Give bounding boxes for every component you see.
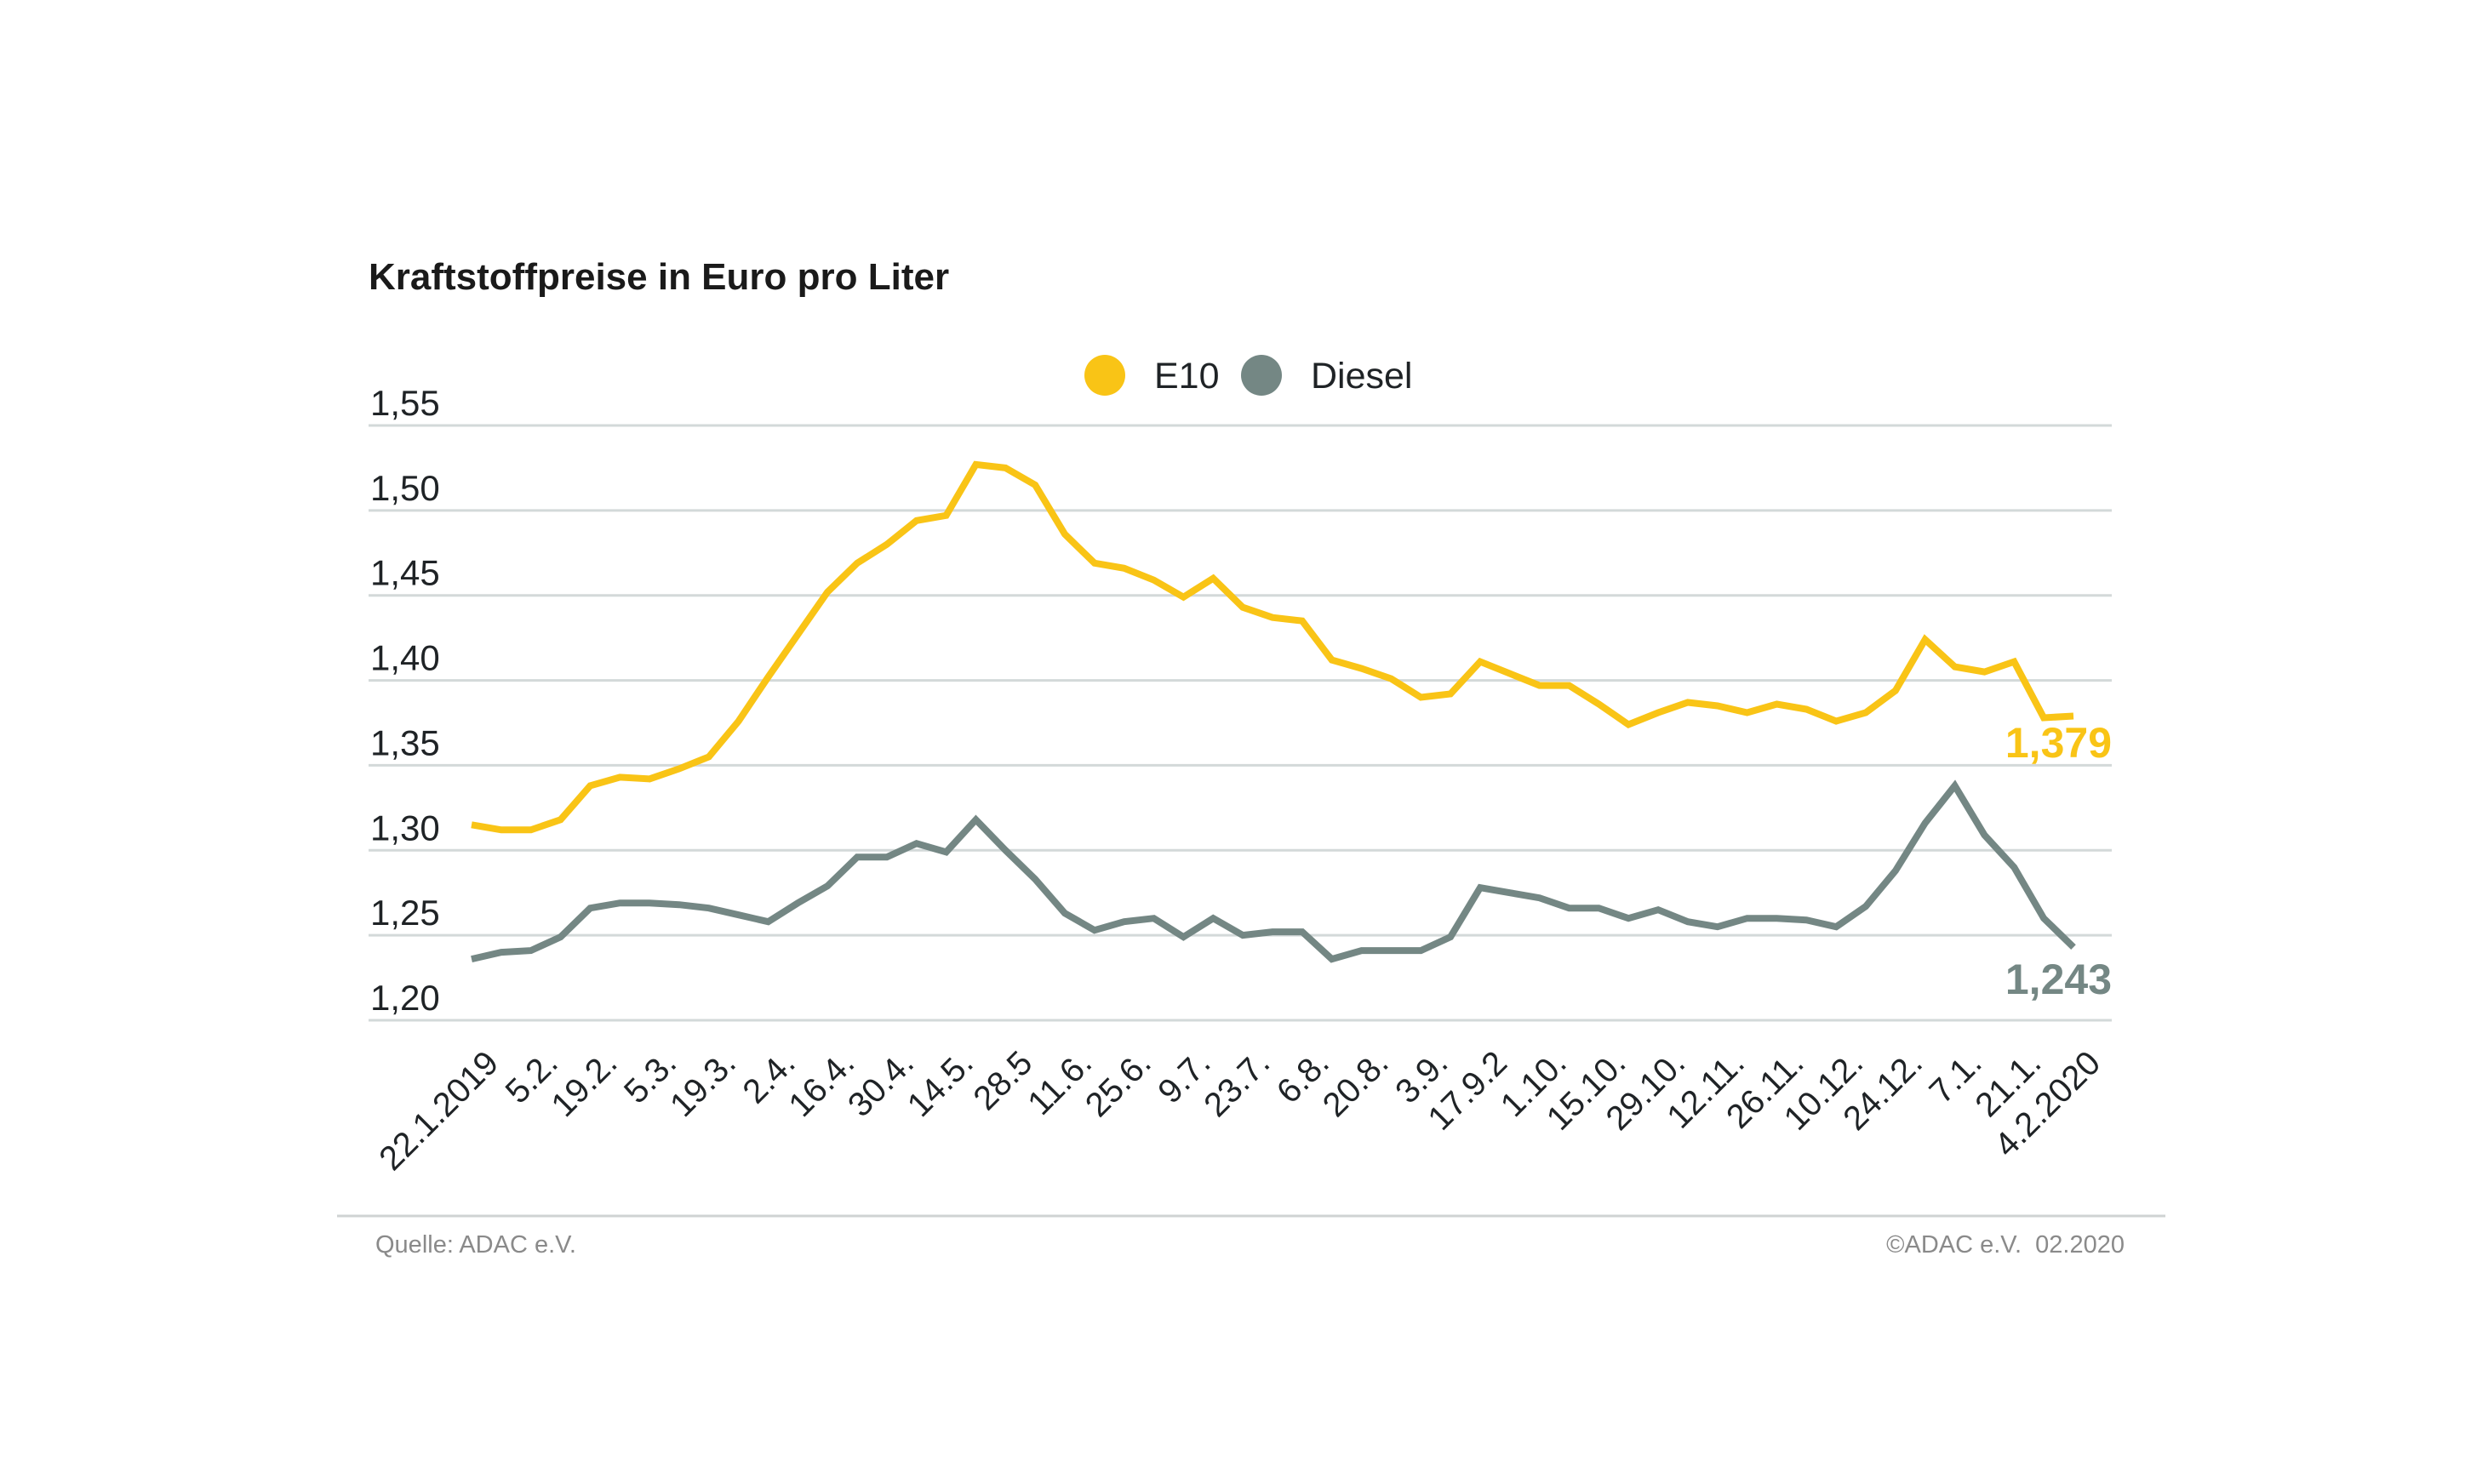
y-tick-label: 1,20 — [370, 978, 440, 1018]
legend: E10 Diesel — [1084, 355, 1413, 397]
x-tick-label: 30.4. — [841, 1044, 921, 1124]
x-tick-label: 28.5 — [966, 1044, 1039, 1117]
x-tick-label: 23.7. — [1197, 1044, 1277, 1124]
y-tick-label: 1,40 — [370, 638, 440, 678]
x-tick-label: 19.3. — [663, 1044, 743, 1124]
source-note: Quelle: ADAC e.V. — [375, 1231, 576, 1259]
copyright-note: ©ADAC e.V. 02.2020 — [1886, 1231, 2125, 1259]
y-axis-ticks: 1,20 1,25 1,30 1,35 1,40 1,45 1,50 1,55 — [370, 383, 440, 1018]
y-tick-label: 1,30 — [370, 808, 440, 848]
end-label-e10: 1,379 — [2005, 719, 2112, 767]
series-line-diesel — [471, 779, 2076, 963]
y-tick-label: 1,25 — [370, 893, 440, 933]
x-tick-label: 22.1.2019 — [372, 1044, 506, 1178]
series-line-e10 — [471, 460, 2074, 834]
x-tick-label: 14.5. — [901, 1044, 981, 1124]
legend-swatch-diesel — [1241, 355, 1282, 396]
x-tick-label: 19.2. — [545, 1044, 625, 1124]
legend-label-e10: E10 — [1154, 356, 1220, 397]
series-lines — [471, 460, 2076, 963]
y-tick-label: 1,35 — [370, 722, 440, 762]
x-tick-label: 11.6. — [1021, 1044, 1099, 1122]
y-tick-label: 1,55 — [370, 383, 440, 423]
x-tick-label: 20.8. — [1316, 1044, 1396, 1124]
legend-label-diesel: Diesel — [1311, 356, 1413, 397]
end-label-diesel: 1,243 — [2005, 956, 2112, 1003]
legend-swatch-e10 — [1084, 355, 1125, 396]
y-tick-label: 1,45 — [370, 553, 440, 593]
x-tick-label: 25.6. — [1078, 1044, 1158, 1124]
x-axis-ticks: 22.1.20195.2.19.2.5.3.19.3.2.4.16.4.30.4… — [372, 1044, 2108, 1178]
chart-title: Kraftstoffpreise in Euro pro Liter — [369, 256, 949, 298]
y-tick-label: 1,50 — [370, 468, 440, 508]
gridlines — [369, 424, 2112, 1022]
x-tick-label: 16.4. — [781, 1044, 861, 1124]
